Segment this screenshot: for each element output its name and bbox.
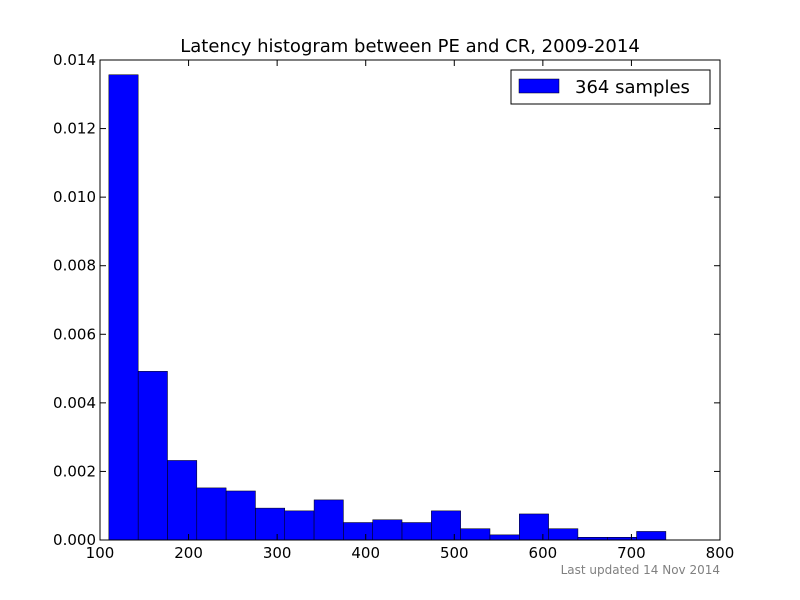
- histogram-bar: [284, 510, 315, 541]
- chart-title: Latency histogram between PE and CR, 200…: [180, 36, 640, 57]
- histogram-bar: [167, 460, 198, 541]
- y-tick-label: 0.006: [53, 325, 96, 343]
- histogram-bar: [196, 487, 227, 541]
- x-tick-label: 400: [351, 544, 380, 562]
- histogram-bar: [460, 528, 491, 541]
- legend-swatch: [518, 78, 560, 94]
- histogram-bar: [519, 513, 549, 541]
- histogram-bar: [489, 534, 520, 541]
- y-tick-label: 0.008: [53, 257, 96, 275]
- y-tick-label: 0.004: [53, 394, 96, 412]
- legend-label: 364 samples: [575, 77, 690, 98]
- x-tick-label: 600: [529, 544, 558, 562]
- histogram-bar: [372, 519, 403, 541]
- histogram-bar: [636, 531, 667, 541]
- y-tick-label: 0.010: [53, 188, 96, 206]
- histogram-bar: [431, 510, 461, 541]
- x-tick-label: 300: [263, 544, 292, 562]
- last-updated-note: Last updated 14 Nov 2014: [561, 563, 720, 577]
- x-tick-label: 500: [440, 544, 469, 562]
- plot-frame: [99, 59, 721, 541]
- histogram-bar: [401, 522, 432, 541]
- histogram-bar: [137, 371, 168, 541]
- y-tick-label: 0.012: [53, 120, 96, 138]
- y-tick-label: 0.014: [53, 51, 96, 69]
- x-tick-label: 200: [174, 544, 203, 562]
- y-tick-label: 0.000: [53, 531, 96, 549]
- legend: 364 samples: [510, 69, 711, 105]
- x-tick-label: 100: [86, 544, 115, 562]
- y-tick-label: 0.002: [53, 462, 96, 480]
- histogram-bar: [313, 499, 344, 541]
- histogram-bar: [343, 522, 373, 541]
- histogram-bar: [255, 507, 286, 541]
- axes-group: 100 200 300 400 500 600 700 800 0.000 0.002 0.004 0…: [53, 51, 734, 562]
- x-tick-label: 700: [617, 544, 646, 562]
- histogram-bar: [108, 74, 139, 541]
- histogram-bar: [548, 528, 579, 541]
- histogram-bar: [225, 490, 256, 541]
- x-tick-label: 800: [706, 544, 735, 562]
- bars-group: [108, 74, 667, 541]
